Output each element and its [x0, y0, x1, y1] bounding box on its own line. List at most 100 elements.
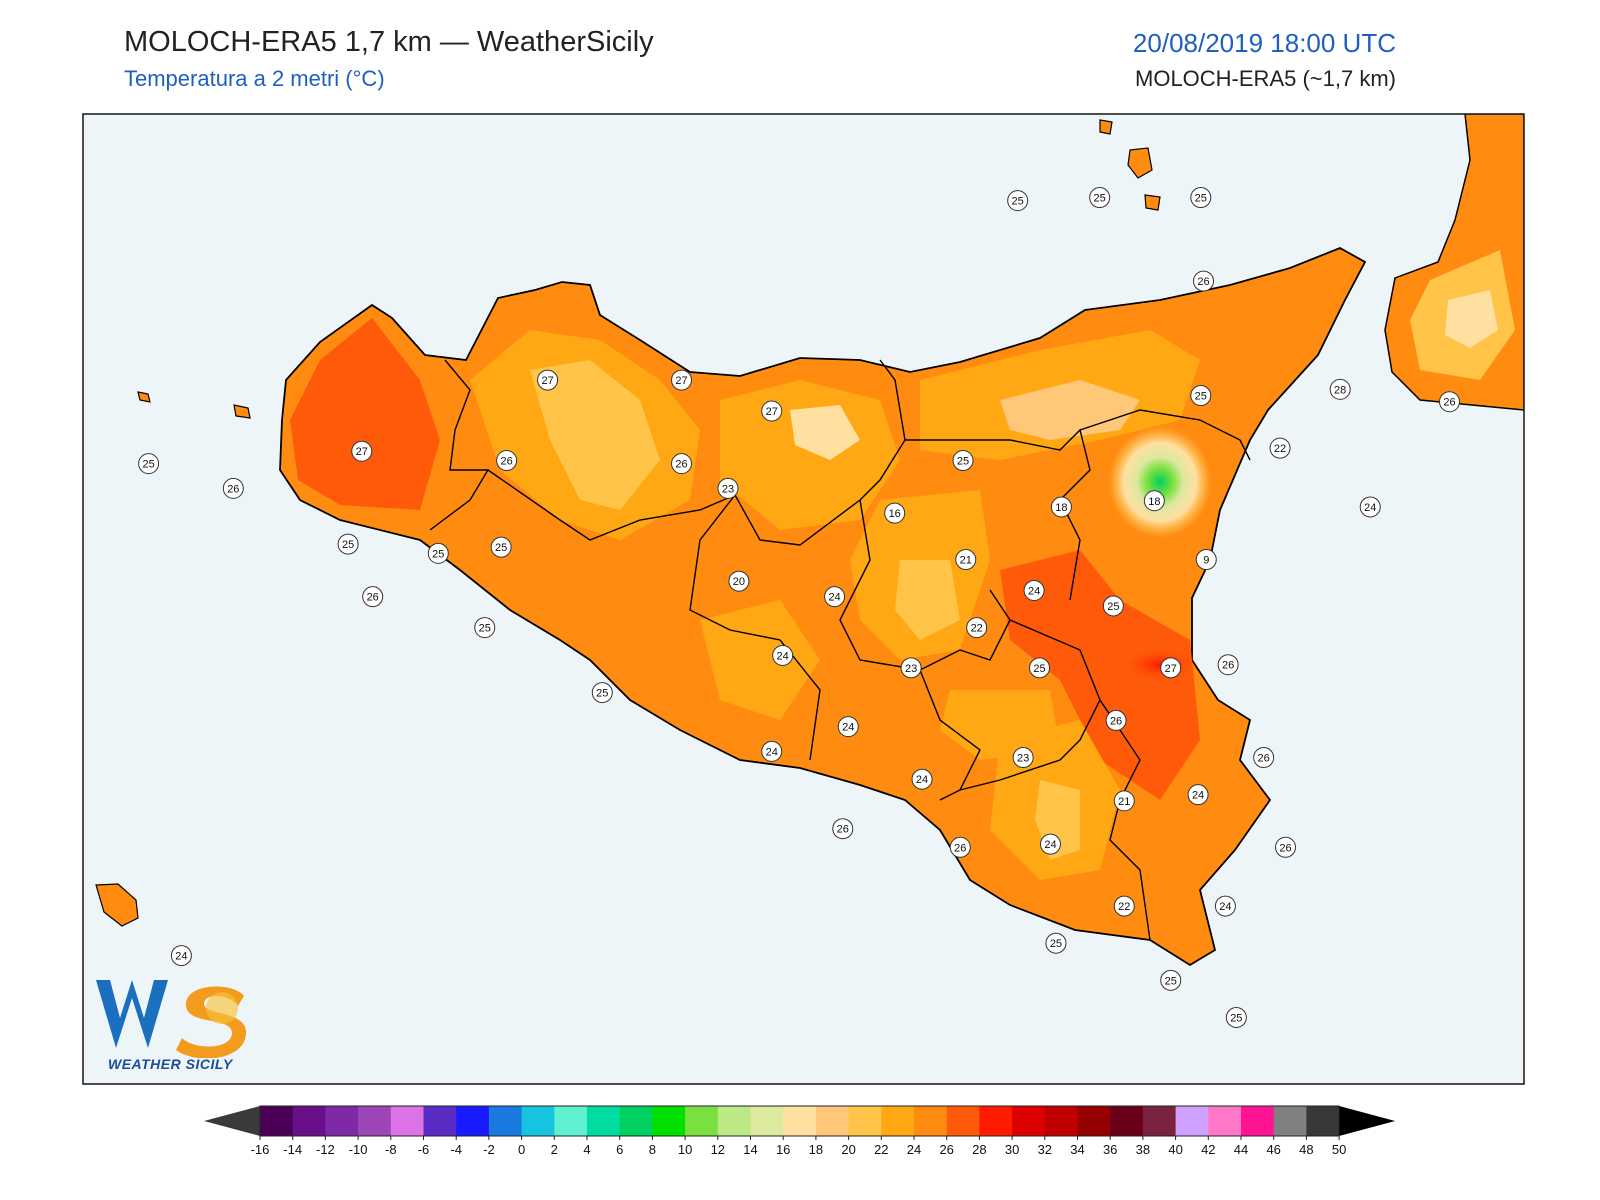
- station-marker: 25: [1045, 932, 1067, 954]
- colorbar-segment: [1110, 1106, 1144, 1136]
- colorbar-tick-label: -16: [251, 1142, 270, 1157]
- colorbar-tick-label: 50: [1332, 1142, 1346, 1157]
- station-circle: [1329, 378, 1351, 400]
- calabria-peak-area: [1445, 290, 1498, 348]
- station-value: 27: [541, 375, 553, 387]
- colorbar-tick-label: 36: [1103, 1142, 1117, 1157]
- island-stromboli: [1099, 119, 1113, 135]
- station-marker: 24: [824, 586, 846, 608]
- colorbar-segment: [1077, 1106, 1111, 1136]
- station-circle: [717, 477, 739, 499]
- station-marker: 26: [362, 586, 384, 608]
- colorbar-tick-label: -8: [385, 1142, 397, 1157]
- station-marker: 25: [138, 453, 160, 475]
- station-value: 28: [1334, 384, 1346, 396]
- zone-north-cool-2: [530, 360, 660, 510]
- station-circle: [1050, 496, 1072, 518]
- station-circle: [728, 570, 750, 592]
- station-value: 25: [495, 542, 507, 554]
- colorbar-tick-label: 34: [1070, 1142, 1084, 1157]
- station-circle: [1214, 895, 1236, 917]
- zone-nebrodi-cool: [1000, 380, 1140, 440]
- station-value: 26: [1443, 397, 1455, 409]
- colorbar-tick-label: 38: [1136, 1142, 1150, 1157]
- colorbar-tick-label: 22: [874, 1142, 888, 1157]
- station-circle: [1143, 490, 1165, 512]
- station-marker: 26: [671, 453, 693, 475]
- station-marker: 25: [474, 617, 496, 639]
- station-value: 26: [1110, 715, 1122, 727]
- station-marker: 26: [1105, 709, 1127, 731]
- forecast-datetime: 20/08/2019 18:00 UTC: [1132, 28, 1396, 58]
- station-value: 27: [1165, 663, 1177, 675]
- station-circle: [772, 644, 794, 666]
- colorbar-segment: [1142, 1106, 1177, 1136]
- colorbar-segment: [717, 1106, 751, 1136]
- station-value: 25: [1107, 601, 1119, 613]
- colorbar-max-arrow: [1339, 1106, 1396, 1136]
- colorbar-tick-label: 16: [776, 1142, 790, 1157]
- station-value: 25: [1165, 975, 1177, 987]
- colorbar-segment: [587, 1106, 621, 1136]
- station-marker: 25: [1225, 1006, 1247, 1028]
- station-circle: [884, 502, 906, 524]
- colorbar-segment: [881, 1106, 915, 1136]
- colorbar-min-arrow: [204, 1106, 260, 1136]
- zone-madonie-peak: [790, 405, 860, 460]
- station-value: 25: [342, 539, 354, 551]
- station-circle: [671, 453, 693, 475]
- island-pantelleria: [95, 883, 139, 927]
- station-value: 26: [1197, 276, 1209, 288]
- station-value: 18: [1055, 502, 1067, 514]
- station-marker: 25: [490, 536, 512, 558]
- station-circle: [337, 533, 359, 555]
- station-value: 9: [1203, 555, 1209, 567]
- station-marker: 26: [222, 477, 244, 499]
- station-marker: 27: [537, 369, 559, 391]
- station-circle: [362, 586, 384, 608]
- station-value: 25: [1230, 1012, 1242, 1024]
- station-circle: [1195, 549, 1217, 571]
- station-circle: [1193, 270, 1215, 292]
- station-marker: 27: [671, 369, 693, 391]
- station-value: 25: [1012, 196, 1024, 208]
- station-marker: 23: [717, 477, 739, 499]
- colorbar-segment: [1012, 1106, 1046, 1136]
- station-marker: 26: [1439, 391, 1460, 413]
- station-marker: 26: [1193, 270, 1215, 292]
- station-value: 26: [227, 483, 239, 495]
- station-circle: [170, 945, 192, 967]
- colorbar-tick-label: 48: [1299, 1142, 1313, 1157]
- station-value: 24: [766, 746, 778, 758]
- station-circle: [1439, 391, 1460, 413]
- colorbar-segment: [456, 1106, 490, 1136]
- station-value: 26: [367, 592, 379, 604]
- colorbar-segment: [652, 1106, 686, 1136]
- station-circle: [1253, 747, 1275, 769]
- station-marker: 21: [1113, 790, 1135, 812]
- colorbar-tick-label: 8: [649, 1142, 656, 1157]
- colorbar-segment: [979, 1106, 1013, 1136]
- colorbar-tick-label: -14: [283, 1142, 302, 1157]
- colorbar-segment: [914, 1106, 948, 1136]
- station-marker: 18: [1050, 496, 1072, 518]
- colorbar-tick-label: 46: [1266, 1142, 1280, 1157]
- colorbar-tick-label: -12: [316, 1142, 335, 1157]
- logo-s-shape: [176, 986, 247, 1059]
- station-circle: [1160, 657, 1182, 679]
- colorbar-tick-label: 18: [809, 1142, 823, 1157]
- station-value: 23: [1017, 753, 1029, 765]
- station-circle: [1105, 709, 1127, 731]
- station-marker: 25: [427, 542, 449, 564]
- colorbar-tick-label: 10: [678, 1142, 692, 1157]
- station-circle: [1045, 932, 1067, 954]
- colorbar-tick-label: 28: [972, 1142, 986, 1157]
- station-circle: [952, 450, 974, 472]
- station-marker: 25: [1190, 385, 1212, 407]
- station-marker: 25: [1190, 187, 1212, 209]
- station-value: 26: [1258, 753, 1270, 765]
- station-marker: 22: [966, 617, 988, 639]
- station-circle: [490, 536, 512, 558]
- colorbar-segment: [783, 1106, 817, 1136]
- station-circle: [1190, 187, 1212, 209]
